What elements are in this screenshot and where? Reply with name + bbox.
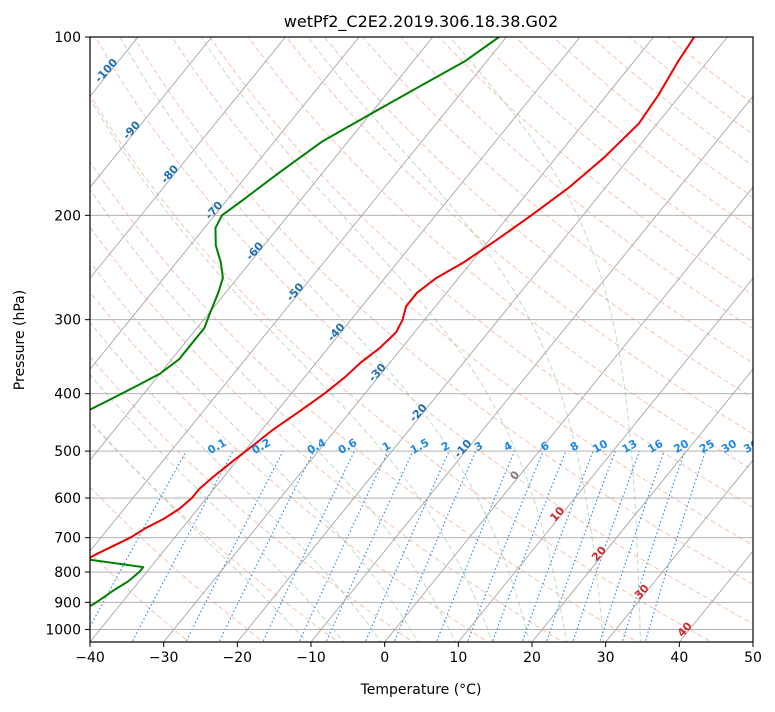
isotherm-label: 20 — [589, 543, 609, 563]
isotherm — [164, 37, 654, 642]
isotherm-label: -60 — [243, 239, 266, 263]
dry-adiabat — [239, 24, 775, 645]
isotherm-label: -100 — [92, 56, 120, 85]
isotherm — [606, 37, 775, 642]
mixing-ratio-line — [521, 451, 593, 644]
isotherm-label: -80 — [158, 162, 181, 186]
dry-adiabat — [51, 24, 716, 645]
mixing-ratio-label: 13 — [620, 437, 640, 456]
dry-adiabat — [540, 24, 775, 645]
isotherm-label: 10 — [547, 504, 567, 524]
x-tick-label: −10 — [296, 650, 326, 666]
isotherm — [753, 37, 775, 642]
y-tick-label: 300 — [54, 313, 81, 329]
dry-adiabat — [0, 24, 491, 645]
mixing-ratio-label: 6 — [538, 439, 551, 454]
mixing-ratio-line — [81, 451, 187, 644]
mixing-ratio-label: 36 — [741, 437, 761, 456]
chart-title: wetPf2_C2E2.2019.306.18.38.G02 — [284, 12, 558, 32]
y-tick-label: 500 — [54, 444, 81, 460]
isotherm — [0, 37, 433, 642]
isotherm — [311, 37, 775, 642]
dry-adiabat — [615, 24, 775, 645]
isotherm-label: -40 — [325, 320, 348, 344]
y-tick-label: 700 — [54, 531, 81, 547]
mixing-ratio-line — [131, 451, 233, 644]
isotherm — [237, 37, 727, 642]
y-tick-label: 1000 — [45, 622, 81, 638]
temperature-trace — [0, 37, 694, 620]
isotherm-label: -90 — [120, 118, 143, 142]
isotherm — [0, 37, 64, 642]
isotherm-label: -50 — [284, 280, 307, 304]
x-tick-label: 30 — [597, 650, 615, 666]
dry-adiabat — [0, 24, 267, 645]
isotherm-label: -30 — [366, 361, 389, 385]
mixing-ratio-label: 30 — [719, 437, 739, 456]
mixing-ratio-line — [491, 451, 566, 644]
mixing-ratio-line — [218, 451, 314, 644]
x-tick-label: −40 — [75, 650, 105, 666]
y-tick-label: 900 — [54, 595, 81, 611]
mixing-ratio-label: 0.6 — [336, 436, 360, 457]
moist-adiabat — [120, 37, 530, 644]
moist-adiabat — [0, 37, 383, 644]
moist-adiabat — [308, 37, 604, 644]
moist-adiabat — [6, 37, 457, 644]
isotherm-label: -10 — [452, 437, 475, 461]
dry-adiabat — [652, 24, 775, 645]
mixing-ratio-line — [185, 451, 283, 644]
x-tick-label: 10 — [449, 650, 467, 666]
x-tick-label: 50 — [744, 650, 762, 666]
x-tick-label: −20 — [223, 650, 253, 666]
mixing-ratio-label: 3 — [472, 439, 485, 454]
mixing-ratio-label: 10 — [590, 437, 610, 456]
dry-adiabat — [502, 24, 775, 645]
x-tick-label: 0 — [380, 650, 389, 666]
moist-adiabat — [0, 37, 420, 644]
y-tick-label: 800 — [54, 565, 81, 581]
dry-adiabat — [276, 24, 775, 645]
x-tick-label: 40 — [670, 650, 688, 666]
dry-adiabat — [164, 24, 775, 645]
mixing-ratio-line — [467, 451, 544, 644]
dry-adiabat — [352, 24, 775, 645]
plot-area: -100-90-80-70-60-50-40-30-20-10010203040… — [0, 24, 775, 645]
y-tick-label: 400 — [54, 387, 81, 403]
x-axis-label: Temperature (°C) — [360, 682, 482, 698]
mixing-ratio-label: 16 — [646, 437, 666, 456]
mixing-ratio-label: 20 — [671, 437, 691, 456]
isotherm-label: -20 — [407, 401, 430, 425]
dry-adiabat — [126, 24, 775, 645]
moist-adiabat — [201, 37, 567, 644]
y-tick-label: 200 — [54, 208, 81, 224]
mixing-ratio-line — [262, 451, 355, 644]
mixing-ratio-line — [622, 451, 685, 644]
x-tick-label: −30 — [149, 650, 179, 666]
isotherm-label: -70 — [203, 198, 226, 222]
y-tick-label: 600 — [54, 491, 81, 507]
y-axis-label: Pressure (hPa) — [12, 290, 28, 390]
dry-adiabat — [0, 24, 566, 645]
x-tick-label: 20 — [523, 650, 541, 666]
isotherm-label: 30 — [632, 582, 652, 602]
mixing-ratio-label: 4 — [502, 439, 515, 454]
dry-adiabat — [314, 24, 775, 645]
mixing-ratio-label: 2 — [439, 439, 452, 454]
moist-adiabat — [57, 37, 494, 644]
mixing-ratio-label: 8 — [568, 439, 581, 454]
mixing-ratio-label: 25 — [697, 437, 717, 456]
mixing-ratio-label: 0.2 — [250, 436, 273, 457]
y-tick-label: 100 — [54, 30, 81, 46]
mixing-ratio-label: 0.4 — [305, 436, 329, 457]
dry-adiabat — [201, 24, 775, 645]
